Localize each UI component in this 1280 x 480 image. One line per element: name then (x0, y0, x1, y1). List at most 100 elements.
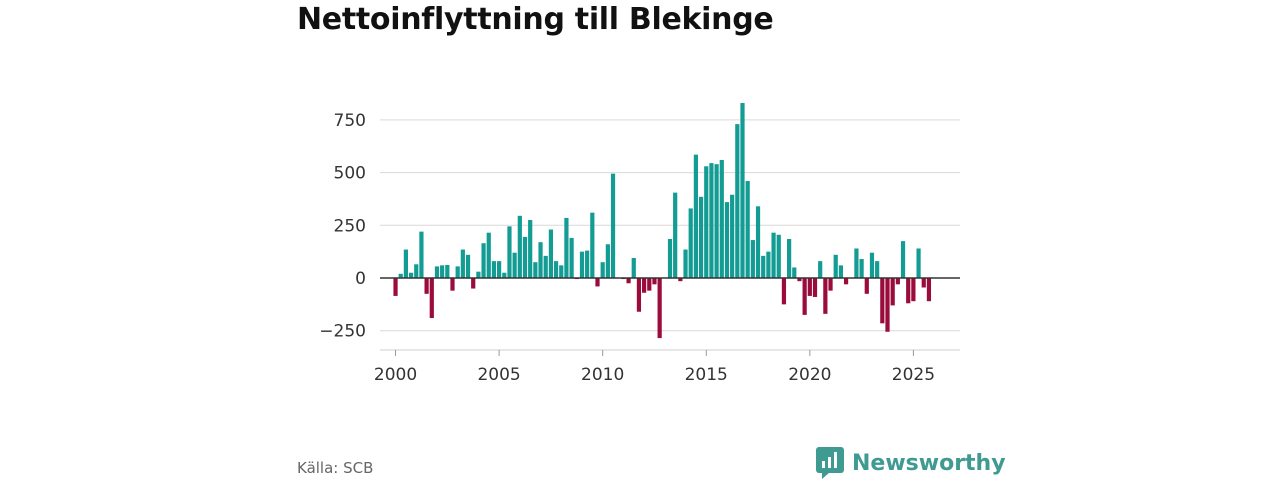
bar (445, 264, 450, 278)
bar (724, 202, 730, 278)
bar (517, 215, 522, 278)
bar (781, 278, 787, 305)
bar (750, 240, 755, 278)
bar (755, 206, 761, 278)
x-tick-label: 2000 (374, 365, 417, 385)
bar (393, 278, 398, 296)
bar (719, 159, 724, 278)
bar (647, 278, 652, 291)
bar-chart-speech-bubble-icon (816, 447, 844, 479)
bar (921, 278, 926, 288)
brand-name: Newsworthy (852, 450, 1006, 476)
bar (486, 232, 491, 278)
bar (455, 266, 460, 278)
bar (688, 208, 693, 278)
bars (393, 103, 932, 339)
y-axis-labels: −250 0 250 500 750 (319, 111, 366, 342)
y-tick-label: 250 (334, 216, 366, 236)
bar (471, 278, 476, 289)
bar (642, 278, 647, 293)
bar (667, 239, 673, 278)
y-tick-label: −250 (319, 322, 366, 342)
bar (911, 278, 916, 302)
bar (429, 278, 434, 319)
bar (414, 264, 419, 278)
bar (859, 259, 864, 278)
bar (745, 181, 750, 278)
bar (507, 226, 512, 278)
bar (823, 278, 828, 314)
bar (626, 278, 631, 284)
bar (528, 220, 533, 278)
source-label: Källa: SCB (297, 459, 374, 477)
x-tick-label: 2025 (892, 365, 935, 385)
bar (869, 252, 875, 278)
bar (906, 278, 911, 304)
bar (864, 278, 869, 294)
bar (885, 278, 890, 332)
bar (683, 249, 688, 278)
bar (491, 261, 497, 278)
bar (807, 278, 812, 296)
bar (481, 243, 486, 278)
chart-title: Nettoinflyttning till Blekinge (297, 2, 774, 37)
bar (538, 242, 543, 278)
bar (761, 255, 766, 278)
bar (797, 278, 802, 282)
x-tick-label: 2010 (581, 365, 624, 385)
bar (476, 271, 481, 278)
bar (673, 192, 678, 278)
bar (771, 232, 776, 278)
bar (434, 266, 440, 278)
bar (900, 241, 906, 278)
bar (880, 278, 885, 324)
bar (792, 267, 797, 278)
bar (533, 262, 538, 278)
y-tick-label: 0 (355, 269, 366, 289)
bar (403, 249, 408, 278)
bar (502, 272, 507, 278)
bar (730, 194, 735, 278)
bar (652, 278, 657, 285)
bar (559, 265, 564, 278)
bar (693, 154, 698, 278)
bar (916, 248, 921, 278)
bar (512, 252, 517, 278)
bar (787, 239, 792, 278)
bar (553, 261, 559, 278)
bar (776, 234, 781, 278)
bar (600, 262, 605, 278)
bar (585, 250, 590, 278)
bar (838, 265, 843, 278)
y-tick-label: 500 (334, 164, 366, 184)
bar (926, 278, 932, 302)
bar (818, 261, 823, 278)
bar (440, 265, 445, 278)
bar (854, 248, 859, 278)
bar (408, 272, 414, 278)
x-tick-label: 2020 (788, 365, 831, 385)
bar (579, 251, 585, 278)
bar (895, 278, 900, 285)
gridlines (380, 119, 960, 332)
bar (766, 251, 771, 278)
bar (802, 278, 807, 315)
bar (605, 244, 610, 278)
newsworthy-logo: Newsworthy (816, 446, 1006, 480)
bar (548, 229, 553, 278)
bar (543, 255, 548, 278)
bar (450, 278, 455, 291)
bar (497, 261, 502, 278)
bar (460, 249, 465, 278)
bar (564, 217, 569, 278)
bar (569, 237, 574, 278)
x-tick-label: 2015 (685, 365, 728, 385)
bar (398, 273, 403, 278)
bar (714, 164, 719, 278)
bar (424, 278, 429, 294)
bar (522, 236, 528, 278)
x-tick-label: 2005 (477, 365, 520, 385)
bar (812, 278, 818, 297)
y-tick-label: 750 (334, 111, 366, 131)
